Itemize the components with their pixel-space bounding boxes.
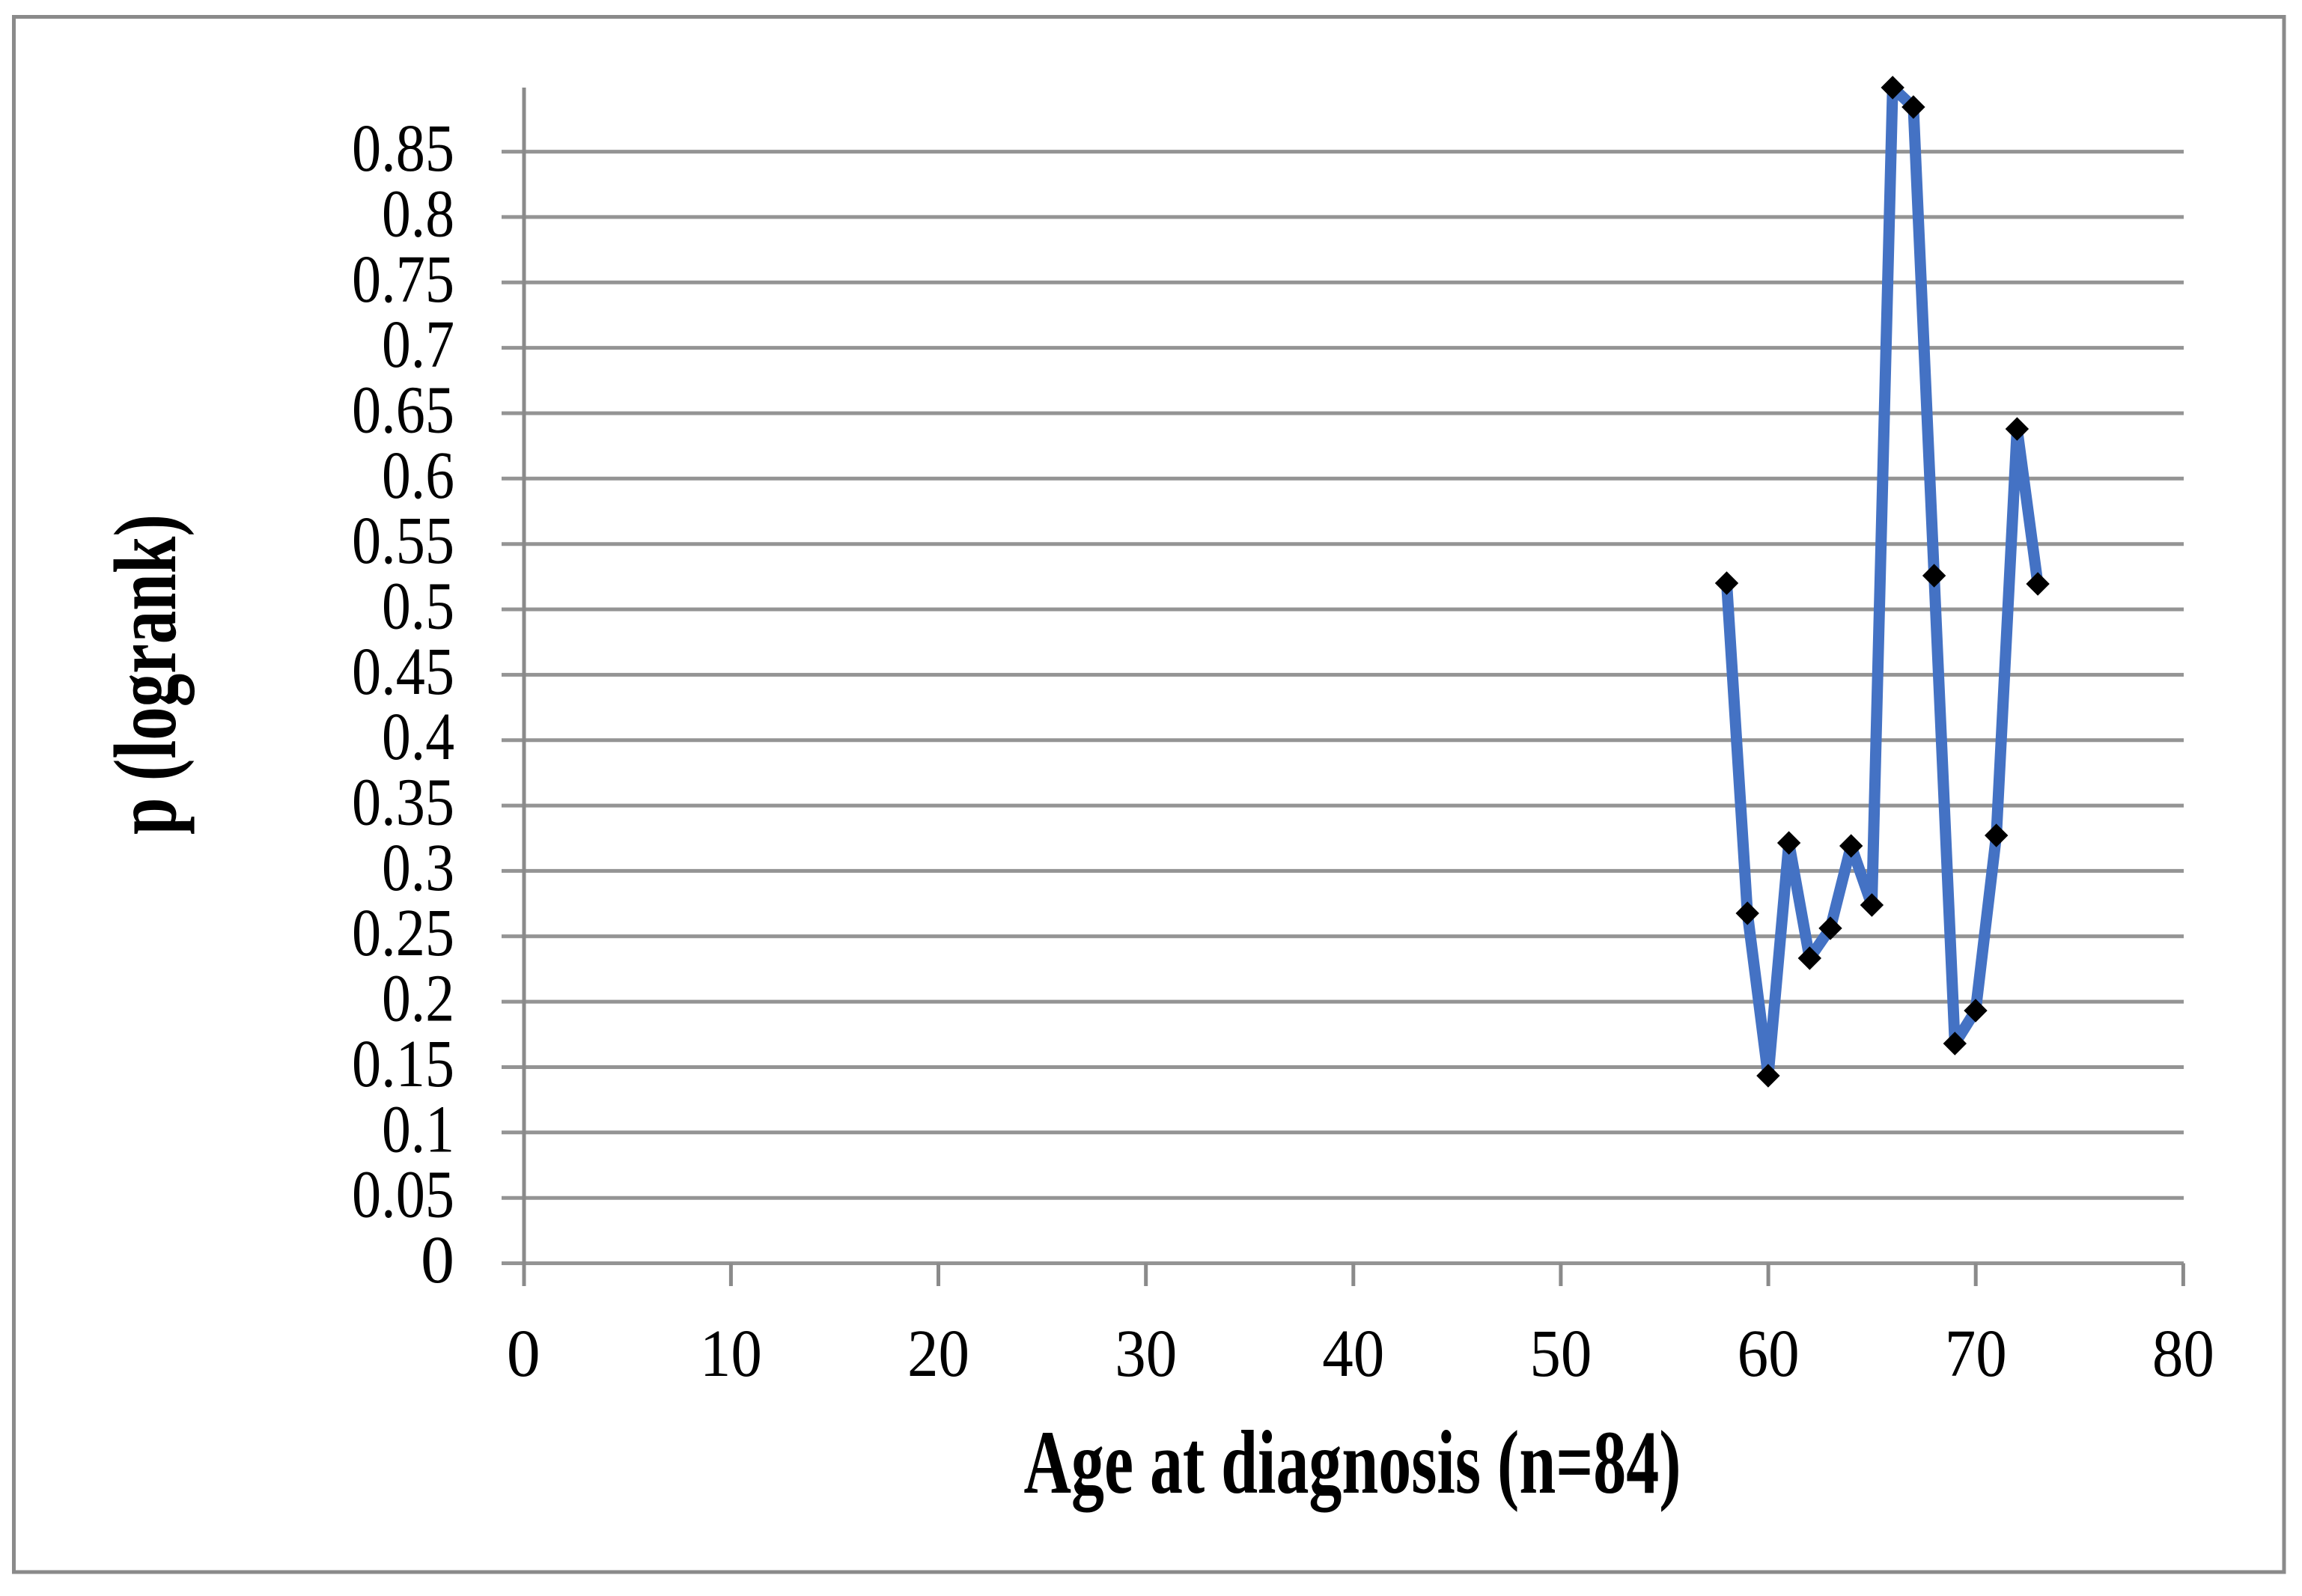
svg-text:0.3: 0.3	[382, 831, 454, 905]
svg-text:0.15: 0.15	[352, 1027, 454, 1101]
svg-text:0.2: 0.2	[382, 962, 454, 1036]
svg-text:0.7: 0.7	[382, 308, 454, 382]
svg-text:50: 50	[1529, 1317, 1592, 1391]
svg-text:p (logrank): p (logrank)	[96, 514, 195, 835]
svg-text:0.8: 0.8	[382, 177, 454, 251]
svg-text:0.1: 0.1	[382, 1092, 454, 1166]
svg-text:0.5: 0.5	[382, 570, 454, 644]
svg-text:70: 70	[1945, 1317, 2007, 1391]
svg-text:0: 0	[421, 1223, 454, 1297]
svg-text:80: 80	[2152, 1317, 2214, 1391]
svg-text:0.4: 0.4	[382, 700, 454, 774]
svg-text:0.85: 0.85	[352, 112, 454, 186]
svg-text:10: 10	[700, 1317, 762, 1391]
svg-text:20: 20	[907, 1317, 969, 1391]
svg-text:0.6: 0.6	[382, 439, 454, 513]
svg-text:0.65: 0.65	[352, 374, 454, 448]
svg-text:0.05: 0.05	[352, 1158, 454, 1232]
svg-text:30: 30	[1115, 1317, 1177, 1391]
svg-text:0.25: 0.25	[352, 896, 454, 970]
svg-text:0.35: 0.35	[352, 766, 454, 840]
svg-text:0.75: 0.75	[352, 243, 454, 317]
svg-text:0: 0	[507, 1317, 541, 1391]
svg-text:0.55: 0.55	[352, 504, 454, 578]
svg-text:40: 40	[1322, 1317, 1384, 1391]
svg-text:Age at diagnosis (n=84): Age at diagnosis (n=84)	[1024, 1413, 1681, 1513]
svg-text:0.45: 0.45	[352, 635, 454, 709]
svg-text:60: 60	[1738, 1317, 1800, 1391]
